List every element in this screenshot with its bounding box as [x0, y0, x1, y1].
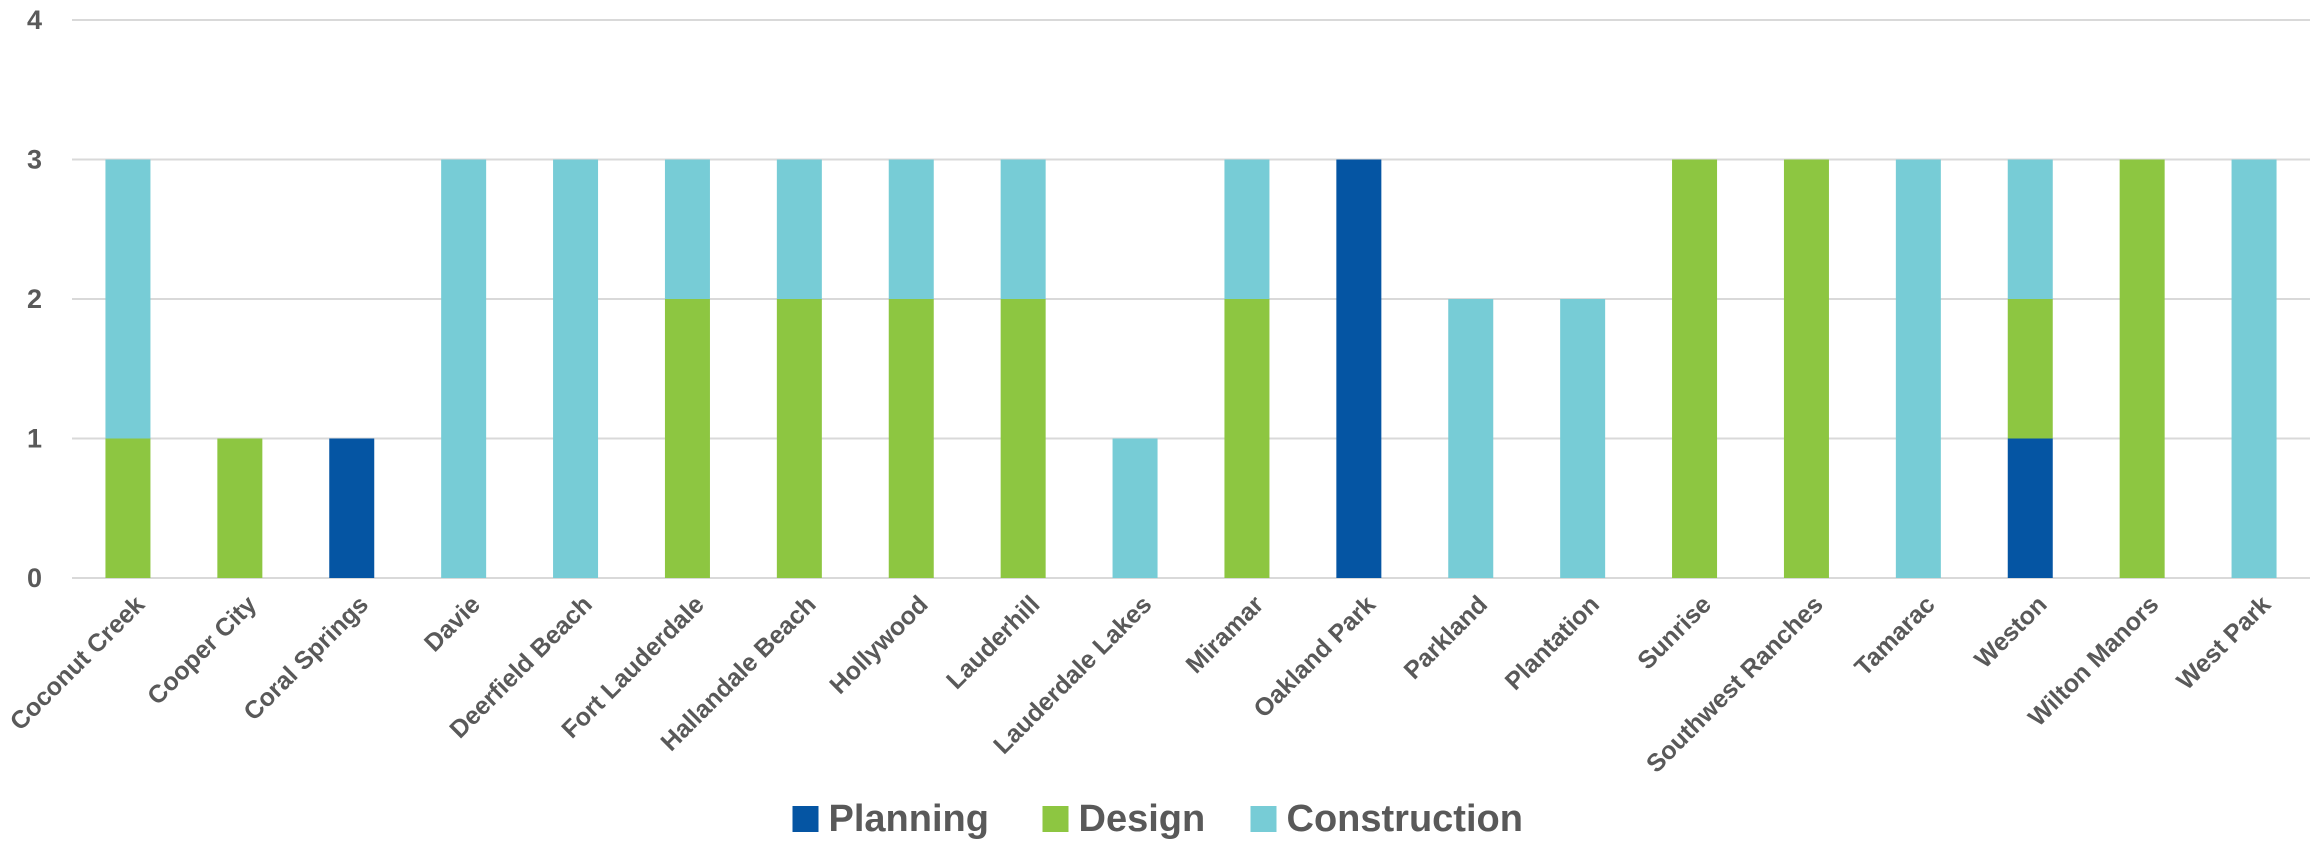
- bar-segment-construction: [105, 159, 151, 439]
- bar-segment-construction: [888, 159, 934, 299]
- bar-segment-construction: [1448, 299, 1494, 578]
- x-category-label: West Park: [2171, 590, 2276, 695]
- y-tick-label: 3: [27, 145, 42, 175]
- bar-segment-construction: [1224, 159, 1270, 299]
- bar-segment-planning: [2007, 438, 2053, 578]
- y-tick-label: 2: [27, 284, 42, 314]
- x-category-label: Davie: [419, 590, 486, 657]
- y-axis-tick-labels: 0 1 2 3 4: [27, 5, 42, 593]
- bar-segment-design: [217, 438, 263, 578]
- bar-segment-design: [776, 299, 822, 578]
- bar-segment-design: [664, 299, 710, 578]
- x-category-label: Parkland: [1399, 590, 1493, 684]
- x-category-label: Weston: [1969, 590, 2052, 673]
- bar-segment-design: [105, 438, 151, 578]
- legend-label-planning: Planning: [829, 798, 989, 840]
- y-tick-label: 4: [27, 5, 42, 35]
- bar-segment-construction: [2007, 159, 2053, 299]
- bar-segment-planning: [1336, 159, 1382, 578]
- bar-segment-design: [1224, 299, 1270, 578]
- y-tick-label: 0: [27, 563, 42, 593]
- bar-segment-construction: [441, 159, 487, 578]
- bar-segment-construction: [1112, 438, 1158, 578]
- bar-segment-construction: [553, 159, 599, 578]
- bar-segment-construction: [664, 159, 710, 299]
- x-category-label: Lauderhill: [941, 590, 1045, 694]
- x-category-label: Tamarac: [1849, 590, 1940, 681]
- bar-segment-design: [2007, 299, 2053, 439]
- legend-label-construction: Construction: [1287, 798, 1523, 840]
- x-category-label: Cooper City: [142, 590, 262, 710]
- gridlines: [72, 19, 2310, 579]
- bar-segment-design: [888, 299, 934, 578]
- legend: Planning Design Construction: [792, 798, 1523, 840]
- x-category-label: Miramar: [1181, 590, 1270, 679]
- y-tick-label: 1: [27, 424, 42, 454]
- legend-swatch-construction: [1250, 806, 1277, 832]
- bar-segment-construction: [1560, 299, 1606, 578]
- bar-segment-design: [2119, 159, 2165, 578]
- legend-swatch-design: [1042, 806, 1069, 832]
- x-category-label: Plantation: [1500, 590, 1605, 695]
- x-category-label: Coconut Creek: [5, 590, 151, 736]
- legend-label-design: Design: [1079, 798, 1206, 840]
- bars: [105, 159, 2277, 578]
- x-category-label: Sunrise: [1632, 590, 1717, 675]
- bar-segment-construction: [1000, 159, 1046, 299]
- bar-segment-design: [1672, 159, 1718, 578]
- x-category-label: Hollywood: [824, 590, 933, 699]
- bar-segment-construction: [1895, 159, 1941, 578]
- bar-segment-construction: [2231, 159, 2277, 578]
- bar-segment-design: [1783, 159, 1829, 578]
- bar-segment-planning: [329, 438, 375, 578]
- bar-segment-construction: [776, 159, 822, 299]
- legend-swatch-planning: [792, 806, 819, 832]
- bar-segment-design: [1000, 299, 1046, 578]
